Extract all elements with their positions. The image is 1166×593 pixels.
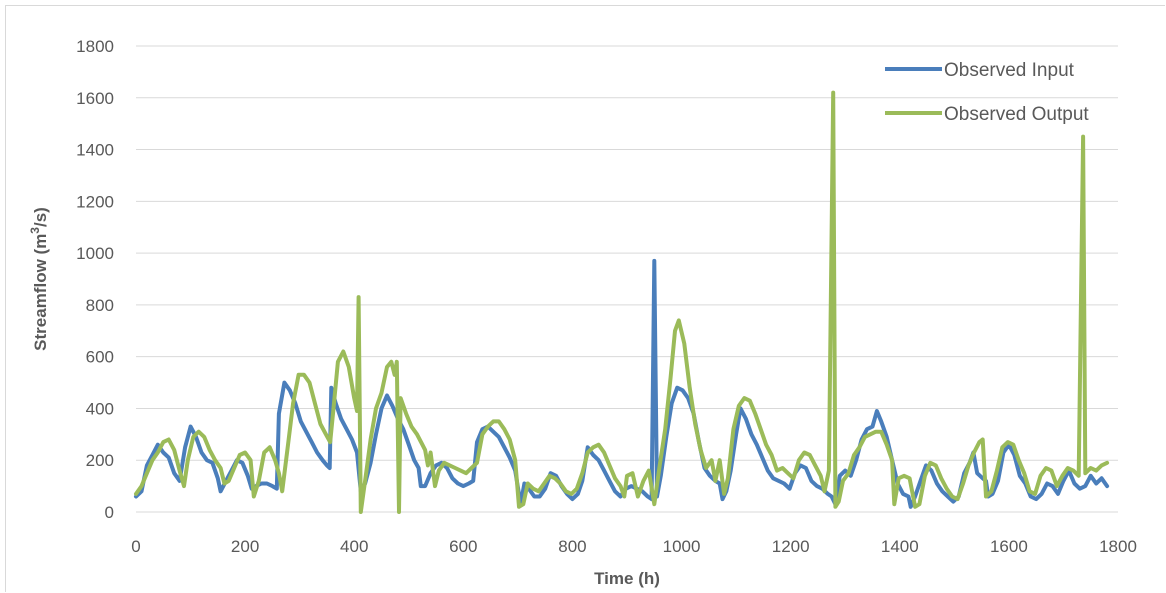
legend-label: Observed Input bbox=[944, 60, 1075, 81]
series-lines bbox=[134, 90, 1110, 514]
x-tick-label: 200 bbox=[231, 537, 259, 556]
series-line-observed-output bbox=[134, 90, 1110, 514]
y-tick-label: 600 bbox=[86, 348, 114, 367]
x-axis-title: Time (h) bbox=[594, 569, 660, 588]
gridlines bbox=[136, 45, 1118, 513]
y-tick-label: 1400 bbox=[76, 141, 114, 160]
x-tick-label: 1800 bbox=[1099, 537, 1137, 556]
y-axis-title: Streamflow (m3/s) bbox=[28, 207, 50, 351]
y-axis-title-main: Streamflow (m bbox=[31, 234, 50, 351]
y-tick-label: 400 bbox=[86, 399, 114, 418]
legend-label: Observed Output bbox=[944, 104, 1089, 125]
y-axis-title-superscript: 3 bbox=[28, 227, 42, 234]
y-tick-label: 800 bbox=[86, 296, 114, 315]
series-line-observed-input bbox=[134, 258, 1110, 509]
x-tick-label: 1400 bbox=[881, 537, 919, 556]
y-axis-title-tail: /s) bbox=[31, 207, 50, 227]
x-tick-label: 400 bbox=[340, 537, 368, 556]
x-tick-label: 800 bbox=[558, 537, 586, 556]
x-tick-label: 600 bbox=[449, 537, 477, 556]
y-axis-ticks: 0 200 400 600 800 1000 1200 1400 1600 1800 bbox=[76, 37, 114, 522]
y-tick-label: 1000 bbox=[76, 244, 114, 263]
y-tick-label: 1200 bbox=[76, 192, 114, 211]
x-tick-label: 0 bbox=[131, 537, 140, 556]
y-tick-label: 0 bbox=[105, 503, 114, 522]
y-tick-label: 200 bbox=[86, 451, 114, 470]
x-tick-label: 1000 bbox=[663, 537, 701, 556]
x-axis-ticks: 0 200 400 600 800 1000 1200 1400 1600 1800 bbox=[131, 537, 1137, 556]
x-tick-label: 1200 bbox=[772, 537, 810, 556]
legend: Observed Input Observed Output bbox=[885, 60, 1089, 125]
chart-frame bbox=[5, 5, 1165, 592]
y-tick-label: 1800 bbox=[76, 37, 114, 56]
x-tick-label: 1600 bbox=[990, 537, 1028, 556]
y-tick-label: 1600 bbox=[76, 89, 114, 108]
